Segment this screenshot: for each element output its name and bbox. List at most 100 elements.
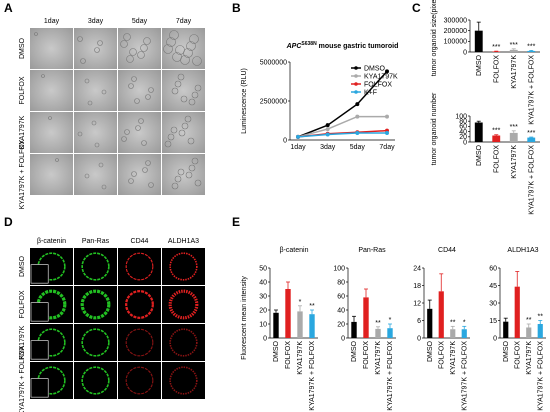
point: [325, 127, 330, 132]
panel-label: C: [412, 1, 421, 15]
y-tick-label: 100: [333, 265, 345, 272]
organoid: [180, 95, 188, 103]
chart-title: Pan-Ras: [358, 247, 386, 254]
x-tick-label: FOLFOX: [514, 341, 521, 369]
x-tick-label: DMSO: [503, 340, 510, 362]
y-tick-label: 40: [459, 129, 467, 136]
row-label: KYA1797K: [19, 325, 26, 359]
significance: *: [463, 319, 466, 326]
x-tick-label: FOLFOX: [363, 341, 370, 369]
fluorescence-image: [162, 324, 205, 361]
y-tick-label: 80: [337, 279, 345, 286]
significance: ***: [510, 124, 518, 131]
organoid: [148, 182, 154, 188]
organoid: [148, 87, 154, 93]
organoid: [97, 40, 103, 46]
organoid: [41, 74, 45, 78]
organoid: [185, 171, 193, 179]
micrograph: [118, 154, 161, 195]
organoid: [163, 44, 173, 54]
micrograph: [74, 70, 117, 111]
organoid-stain: [125, 252, 154, 281]
significance: **: [450, 319, 456, 326]
y-tick-label: 24: [413, 265, 421, 272]
bar: [509, 132, 518, 142]
fluorescence-image: [162, 248, 205, 285]
organoid: [34, 32, 38, 36]
bar: [492, 51, 501, 52]
y-tick-label: 200000: [444, 28, 467, 35]
organoid: [171, 87, 179, 95]
y-tick-label: 10: [259, 321, 267, 328]
organoid: [174, 80, 182, 88]
y-tick-label: 45: [489, 283, 497, 290]
fluorescence-image: [74, 248, 117, 285]
bar: [285, 289, 291, 338]
organoid: [175, 45, 185, 55]
organoid: [123, 33, 131, 41]
bar: [492, 135, 501, 142]
x-tick-label: DMSO: [476, 144, 483, 166]
significance: **: [526, 317, 532, 324]
bar: [297, 311, 303, 338]
y-tick-label: 60: [489, 265, 497, 272]
row-label: FOLFOX: [19, 290, 26, 318]
y-tick-label: 100000: [444, 39, 467, 46]
micrograph: [162, 28, 205, 69]
micrograph: [30, 154, 73, 195]
x-tick-label: KYA1797K: [375, 341, 382, 375]
y-axis-label: Luminescence (RLU): [241, 68, 248, 134]
organoid: [181, 122, 189, 130]
organoid-stain: [169, 328, 198, 357]
organoid-stain: [169, 252, 198, 281]
micrograph: [118, 28, 161, 69]
legend-marker: [354, 66, 358, 70]
micrograph: [30, 28, 73, 69]
organoid: [120, 40, 128, 48]
significance: *: [389, 317, 392, 324]
micrograph: [162, 70, 205, 111]
organoid: [128, 178, 134, 184]
organoid: [177, 168, 185, 176]
row-label: KYA1797K + FOLFOX: [19, 139, 26, 209]
organoid: [192, 56, 202, 66]
series-line: [297, 115, 387, 138]
organoid-stain: [125, 328, 154, 357]
significance: **: [538, 314, 544, 321]
organoid: [145, 94, 151, 100]
x-tick-label: 7day: [379, 144, 395, 151]
y-axis-label: Fluorescent mean intensity: [241, 276, 248, 360]
significance: **: [375, 320, 381, 327]
x-tick-label: KYA1797K + FOLFOX: [528, 145, 535, 215]
micrograph: [118, 70, 161, 111]
bar: [309, 314, 315, 338]
y-tick-label: 40: [337, 307, 345, 314]
bar: [375, 328, 381, 338]
bar: [474, 122, 483, 142]
y-tick-label: 5000000: [260, 59, 287, 66]
legend-label: DMSO: [364, 66, 386, 73]
row-label: DMSO: [19, 37, 26, 59]
y-tick-label: 0: [463, 139, 467, 146]
y-tick-label: 100: [455, 113, 467, 120]
title-part: APC: [286, 43, 303, 50]
inset: [30, 264, 49, 284]
x-tick-label: KYA1797K + FOLFOX: [528, 55, 535, 125]
legend-marker: [354, 74, 358, 78]
point: [325, 132, 330, 137]
legend-marker: [354, 82, 358, 86]
x-tick-label: DMSO: [351, 340, 358, 362]
x-tick-label: KYA1797K + FOLFOX: [387, 341, 394, 411]
chart-title: CD44: [438, 247, 456, 254]
series-line: [297, 70, 388, 138]
significance: ***: [510, 42, 518, 49]
y-tick-label: 0: [417, 335, 421, 342]
fluorescence-image: [118, 324, 161, 361]
organoid: [191, 91, 199, 99]
bar: [503, 321, 509, 338]
organoid-stain: [169, 366, 198, 395]
column-header: β-catenin: [37, 238, 66, 245]
y-axis-label: tumor organoid size(pixel): [431, 0, 438, 76]
organoid: [171, 182, 179, 190]
organoid: [174, 175, 182, 183]
